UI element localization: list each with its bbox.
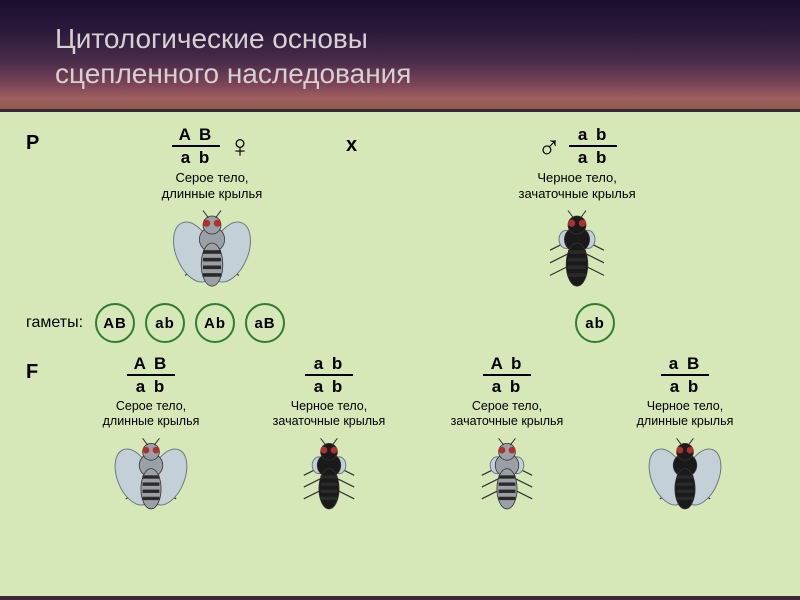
offspring-phenotype: Серое тело,зачаточные крылья [451,399,564,429]
parent-female: A B a b ♀ Серое тело, длинные крылья [112,126,312,297]
offspring-genotype: a B a b [661,355,709,395]
label-F: F [26,355,56,384]
gamete-circle: ab [145,303,185,343]
male-fly-image [532,207,622,297]
female-bot-alleles: a b [181,149,212,166]
offspring-genotype: a b a b [305,355,353,395]
offspring-phenotype: Черное тело,зачаточные крылья [273,399,386,429]
offspring-3: A b a b Серое тело,зачаточные крылья [432,355,582,519]
gamete-circle: AB [95,303,135,343]
offspring-2: a b a b Черное тело,зачаточные крылья [254,355,404,519]
offspring-container: A B a b Серое тело,длинные крылья a b a … [76,355,760,519]
female-genotype-line: A B a b ♀ [172,126,252,166]
slide-header: Цитологические основы сцепленного наслед… [0,0,800,112]
female-phenotype: Серое тело, длинные крылья [162,170,263,201]
offspring-row: F A B a b Серое тело,длинные крылья a b [26,355,774,519]
male-genotype-line: ♂ a b a b [537,126,617,166]
male-symbol: ♂ [537,130,561,162]
female-genotype: A B a b [172,126,220,166]
female-top-alleles: A B [179,126,214,143]
slide-title: Цитологические основы сцепленного наслед… [55,21,411,91]
parent-male: ♂ a b a b Черное тело, зачаточные крылья [477,126,677,297]
genetics-diagram: P A B a b ♀ Серое тело, длинные крылья [0,112,800,600]
title-line-1: Цитологические основы [55,23,368,54]
gametes-row: гаметы: ABabAbaB ab [26,303,774,343]
parent-row: P A B a b ♀ Серое тело, длинные крылья [26,126,774,297]
offspring-fly [465,435,549,519]
title-line-2: сцепленного наследования [55,58,411,89]
female-fly-image [167,207,257,297]
male-phenotype: Черное тело, зачаточные крылья [519,170,636,201]
male-bot-alleles: a b [578,149,609,166]
female-gametes: ABabAbaB [95,303,285,343]
offspring-genotype: A b a b [483,355,531,395]
label-P: P [26,126,56,155]
male-top-alleles: a b [578,126,609,143]
male-gametes: ab [575,303,615,343]
offspring-1: A B a b Серое тело,длинные крылья [76,355,226,519]
cross-symbol: x [346,134,357,157]
geno-bar [569,145,617,147]
gametes-label: гаметы: [26,314,83,332]
gamete-circle: Ab [195,303,235,343]
offspring-fly [643,435,727,519]
offspring-fly [287,435,371,519]
offspring-fly [109,435,193,519]
male-genotype: a b a b [569,126,617,166]
gamete-circle: aB [245,303,285,343]
offspring-phenotype: Серое тело,длинные крылья [103,399,200,429]
geno-bar [172,145,220,147]
gamete-circle: ab [575,303,615,343]
offspring-4: a B a b Черное тело,длинные крылья [610,355,760,519]
footer-divider [0,596,800,600]
offspring-genotype: A B a b [127,355,175,395]
female-symbol: ♀ [228,130,252,162]
offspring-phenotype: Черное тело,длинные крылья [637,399,734,429]
